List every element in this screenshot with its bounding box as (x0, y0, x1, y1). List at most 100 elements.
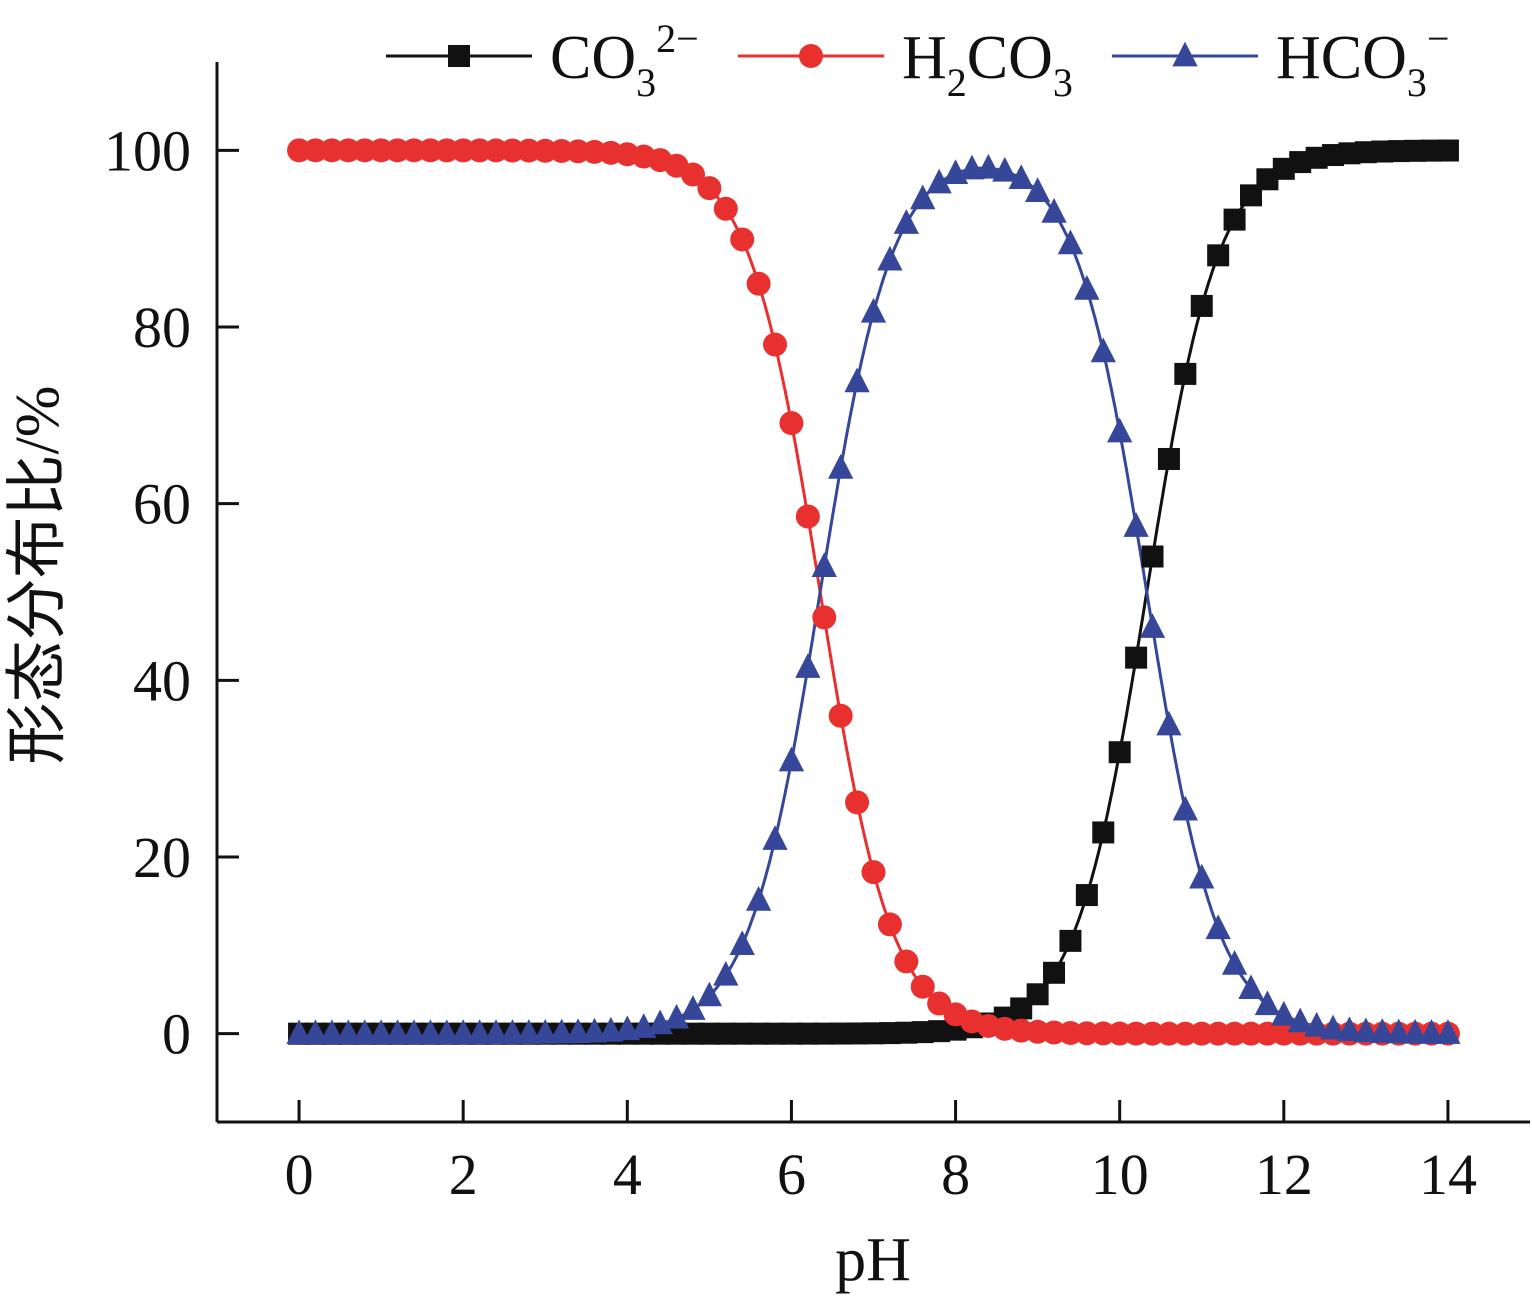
data-point-circle (680, 162, 705, 187)
y-tick-label: 100 (104, 118, 191, 183)
data-point-square (1190, 294, 1213, 317)
x-tick-label: 4 (613, 1142, 642, 1207)
data-point-triangle (1336, 1016, 1363, 1042)
data-point-triangle (335, 1019, 361, 1045)
data-point-circle (401, 138, 426, 163)
data-point-triangle (1205, 914, 1231, 940)
data-point-square (1125, 646, 1148, 669)
data-point-triangle (1107, 417, 1133, 443)
data-point-triangle (1008, 164, 1034, 189)
data-point-circle (1271, 1021, 1296, 1046)
data-point-triangle (975, 153, 1002, 179)
x-tick-label: 14 (1419, 1142, 1477, 1207)
data-point-triangle (1320, 1014, 1346, 1040)
series-markers (286, 138, 1461, 1046)
data-point-triangle (910, 184, 936, 210)
data-point-circle (336, 138, 361, 163)
data-point-circle (697, 176, 722, 201)
data-point-circle (845, 790, 870, 815)
data-point-circle (746, 271, 771, 296)
series-line-triangle (299, 166, 1448, 1036)
data-point-square (1436, 139, 1459, 162)
data-point-circle (861, 860, 886, 885)
data-point-triangle (1156, 710, 1182, 736)
data-point-triangle (877, 245, 903, 271)
data-point-triangle (286, 1019, 312, 1045)
legend-label-triangle: HCO3− (1276, 16, 1449, 105)
data-point-triangle (1369, 1018, 1395, 1043)
series-lines (299, 148, 1448, 1036)
data-point-circle (369, 138, 394, 163)
data-point-triangle (1303, 1011, 1330, 1037)
x-tick-label: 2 (449, 1142, 478, 1207)
data-point-triangle (319, 1019, 345, 1045)
data-point-square (1092, 821, 1115, 844)
data-point-circle (877, 912, 902, 937)
data-point-circle (1140, 1021, 1165, 1046)
legend-label-square: CO32− (550, 16, 699, 105)
data-point-triangle (1435, 1019, 1461, 1044)
data-point-circle (434, 138, 459, 163)
data-point-triangle (1238, 974, 1264, 1000)
data-point-circle (1255, 1021, 1280, 1046)
data-point-triangle (1402, 1018, 1428, 1044)
data-point-triangle (1189, 863, 1215, 889)
legend: CO32− H2CO3 HCO3− (386, 16, 1449, 105)
legend-marker-square (448, 45, 470, 67)
data-point-triangle (1386, 1018, 1412, 1044)
data-point-circle (828, 703, 853, 728)
x-axis-title: pH (835, 1226, 911, 1294)
data-point-triangle (516, 1019, 542, 1044)
x-tick-label: 12 (1255, 1142, 1313, 1207)
x-tick-label: 6 (777, 1142, 806, 1207)
y-tick-label: 20 (133, 825, 191, 890)
data-point-circle (894, 949, 919, 974)
data-point-triangle (1254, 990, 1281, 1016)
data-point-square (1059, 929, 1082, 952)
data-point-triangle (434, 1019, 460, 1045)
data-point-triangle (926, 168, 952, 194)
data-point-triangle (778, 746, 805, 772)
data-point-circle (418, 138, 443, 163)
data-point-triangle (384, 1019, 411, 1045)
data-point-square (1043, 961, 1066, 984)
y-tick-label: 40 (133, 648, 191, 713)
data-point-triangle (1172, 795, 1198, 821)
data-point-triangle (762, 825, 788, 850)
data-point-triangle (549, 1018, 575, 1044)
data-point-triangle (713, 960, 739, 986)
data-point-triangle (844, 367, 870, 393)
data-point-circle (812, 605, 837, 630)
data-point-circle (385, 138, 410, 163)
data-point-triangle (1221, 950, 1248, 975)
data-point-circle (1206, 1021, 1231, 1046)
data-point-circle (910, 974, 935, 999)
data-point-square (1141, 545, 1164, 568)
data-point-triangle (368, 1019, 394, 1045)
legend-label-circle: H2CO3 (902, 24, 1073, 105)
data-point-triangle (1090, 337, 1116, 363)
data-point-triangle (860, 297, 887, 323)
data-point-circle (303, 138, 328, 163)
y-axis-title: 形态分布比/% (4, 386, 72, 765)
data-point-triangle (499, 1019, 526, 1044)
data-point-circle (287, 138, 312, 163)
data-point-circle (1173, 1021, 1198, 1046)
data-point-circle (319, 138, 344, 163)
data-point-triangle (959, 154, 985, 180)
data-point-circle (1238, 1021, 1263, 1046)
data-point-circle (795, 504, 820, 529)
legend-marker-circle (799, 44, 823, 68)
data-point-triangle (1287, 1007, 1313, 1033)
data-point-square (1108, 741, 1131, 764)
data-point-triangle (1353, 1017, 1379, 1043)
data-point-triangle (828, 454, 854, 479)
data-point-triangle (696, 981, 723, 1007)
data-point-triangle (1123, 512, 1149, 537)
data-point-triangle (302, 1019, 329, 1045)
data-point-square (1207, 244, 1230, 267)
data-point-triangle (1271, 1000, 1297, 1026)
data-point-square (1026, 983, 1049, 1006)
data-point-circle (763, 332, 788, 357)
data-point-triangle (745, 885, 772, 911)
